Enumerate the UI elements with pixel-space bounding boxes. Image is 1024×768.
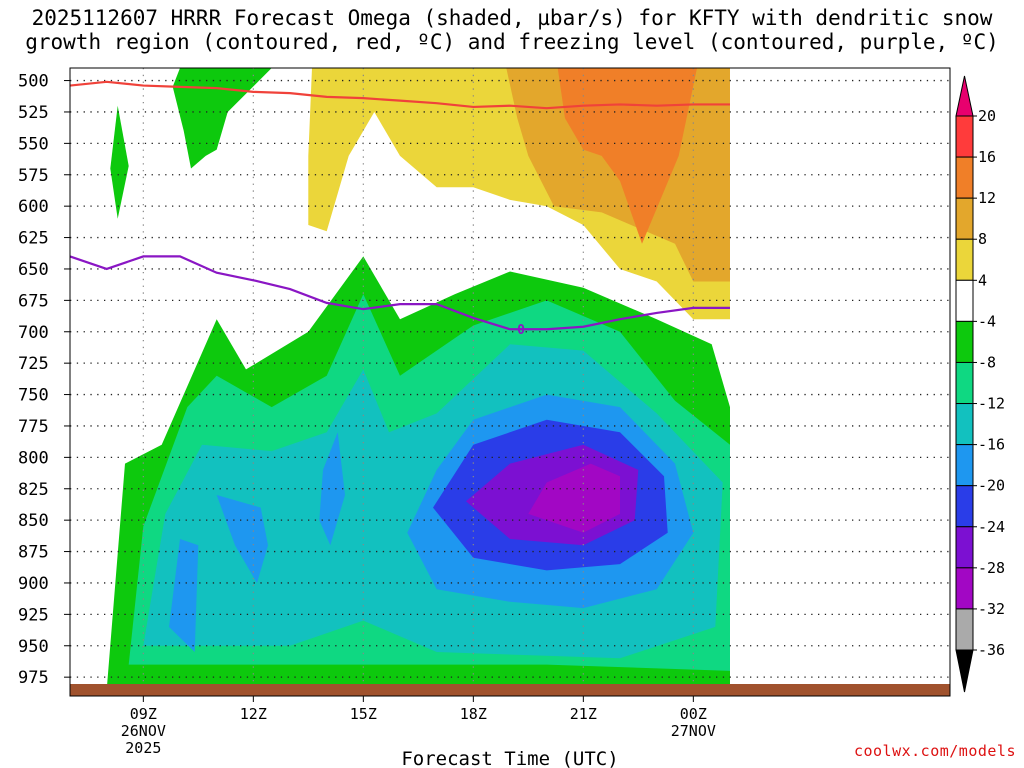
- colorbar-swatch: [955, 197, 974, 240]
- x-tick-date: 26NOV: [121, 722, 166, 740]
- colorbar-swatch: [955, 444, 974, 487]
- colorbar-label: -28: [978, 559, 1005, 577]
- chart-title: 2025112607 HRRR Forecast Omega (shaded, …: [0, 6, 1024, 54]
- y-tick-label: 625: [18, 229, 49, 249]
- omega-shading: [106, 68, 730, 690]
- y-tick-label: 825: [18, 480, 49, 500]
- colorbar-label: 8: [978, 230, 987, 248]
- y-tick-label: 900: [18, 574, 49, 594]
- colorbar-label: -36: [978, 641, 1005, 659]
- y-axis: 500 525 550 575 600 625 650 675 700 725 750 775 800 8…: [18, 72, 70, 688]
- omega-region-13: [172, 68, 272, 169]
- title-line-2: growth region (contoured, red, ºC) and f…: [25, 30, 999, 54]
- colorbar-label: -4: [978, 312, 996, 330]
- y-tick-label: 850: [18, 511, 49, 531]
- colorbar-top-arrow: [955, 75, 974, 117]
- x-tick-date: 27NOV: [671, 722, 716, 740]
- title-line-1: 2025112607 HRRR Forecast Omega (shaded, …: [31, 6, 993, 30]
- omega-region-4: [169, 539, 199, 652]
- x-tick-label: 18Z: [460, 705, 487, 723]
- colorbar-swatch: [955, 608, 974, 651]
- colorbar-label: 16: [978, 148, 996, 166]
- ground-band: [70, 684, 950, 696]
- colorbar-label: -16: [978, 436, 1005, 454]
- colorbar-swatch: [955, 115, 974, 158]
- y-tick-label: 975: [18, 668, 49, 688]
- colorbar-label: -12: [978, 395, 1005, 413]
- colorbar-label: -8: [978, 353, 996, 371]
- colorbar-swatch: [955, 279, 974, 322]
- colorbar-label: -24: [978, 518, 1005, 536]
- x-tick-label: 21Z: [570, 705, 597, 723]
- omega-region-9: [528, 463, 620, 533]
- colorbar-label: 12: [978, 189, 996, 207]
- credit-text: coolwx.com/models: [853, 742, 1016, 760]
- colorbar: 20 16 12 8 4 -4 -8 -12 -16 -20 -24 -28 -32 -36: [955, 75, 1005, 693]
- colorbar-swatch: [955, 403, 974, 446]
- y-tick-label: 925: [18, 605, 49, 625]
- omega-region-6: [319, 432, 345, 546]
- omega-region-14: [110, 105, 129, 219]
- y-tick-label: 525: [18, 103, 49, 123]
- colorbar-swatch: [955, 567, 974, 610]
- colorbar-label: -32: [978, 600, 1005, 618]
- x-tick-label: 00Z: [680, 705, 707, 723]
- y-tick-label: 650: [18, 260, 49, 280]
- y-tick-label: 500: [18, 72, 49, 92]
- y-tick-label: 550: [18, 134, 49, 154]
- x-tick-label: 09Z: [130, 705, 157, 723]
- freezing-level-label: 0: [517, 323, 525, 338]
- freezing-level-line: [70, 255, 730, 331]
- colorbar-label: 4: [978, 271, 987, 289]
- colorbar-label: -20: [978, 477, 1005, 495]
- omega-region-5: [216, 495, 268, 583]
- x-tick-label: 15Z: [350, 705, 377, 723]
- colorbar-bottom-arrow: [955, 649, 974, 693]
- colorbar-swatch: [955, 485, 974, 528]
- grid-lines: [70, 68, 950, 696]
- colorbar-swatch: [955, 238, 974, 281]
- y-tick-label: 950: [18, 637, 49, 657]
- y-tick-label: 675: [18, 291, 49, 311]
- y-tick-label: 775: [18, 417, 49, 437]
- x-tick-label: 12Z: [240, 705, 267, 723]
- plot-frame: [69, 67, 951, 697]
- dgz-contour-line: [70, 80, 730, 110]
- colorbar-swatch: [955, 156, 974, 199]
- colorbar-swatch: [955, 361, 974, 405]
- y-tick-label: 725: [18, 354, 49, 374]
- y-tick-label: 700: [18, 323, 49, 343]
- y-tick-label: 575: [18, 166, 49, 186]
- x-tick-year: 2025: [125, 739, 161, 757]
- x-axis-label: Forecast Time (UTC): [401, 748, 618, 768]
- y-tick-label: 750: [18, 386, 49, 406]
- colorbar-swatch: [955, 526, 974, 569]
- y-tick-label: 600: [18, 197, 49, 217]
- colorbar-label: 20: [978, 107, 996, 125]
- contour-lines: 0: [70, 80, 730, 338]
- colorbar-swatch: [955, 320, 974, 363]
- y-tick-label: 800: [18, 448, 49, 468]
- y-tick-label: 875: [18, 543, 49, 563]
